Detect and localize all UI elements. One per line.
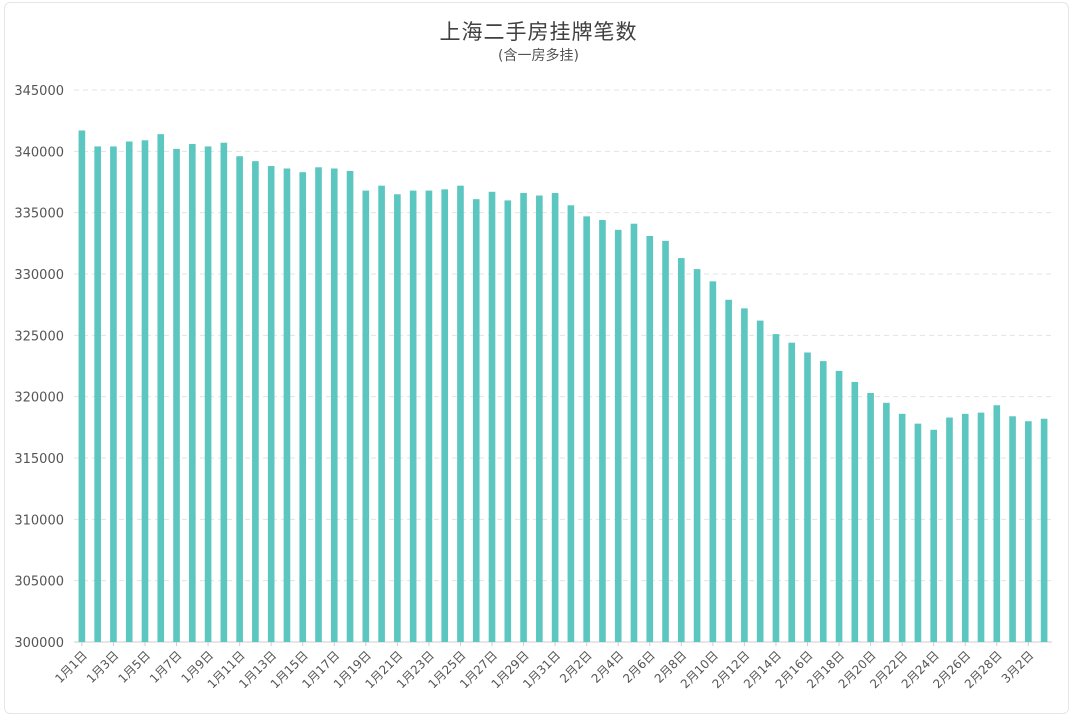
chart-subtitle: (含一房多挂) <box>498 48 579 64</box>
y-tick-label: 310000 <box>14 513 64 528</box>
bar <box>441 189 449 643</box>
bar <box>961 413 969 642</box>
bar <box>173 148 180 642</box>
y-tick-label: 345000 <box>14 84 64 99</box>
bar <box>299 172 307 643</box>
bar <box>835 370 843 642</box>
bar <box>599 220 606 642</box>
y-tick-label: 335000 <box>14 207 64 222</box>
x-tick-label: 1月7日 <box>147 648 185 686</box>
x-tick-label: 2月4日 <box>589 648 627 686</box>
bar <box>788 342 796 642</box>
bar <box>94 146 101 642</box>
bar <box>993 405 1001 642</box>
bar <box>883 402 890 642</box>
x-tick-label: 2月2日 <box>557 648 595 686</box>
y-tick-label: 340000 <box>14 145 64 160</box>
bar <box>472 199 480 642</box>
bar <box>157 134 165 642</box>
bar <box>914 423 922 642</box>
bar <box>930 429 938 642</box>
y-tick-label: 330000 <box>14 268 64 283</box>
bar <box>504 200 512 642</box>
bar <box>946 417 953 642</box>
y-tick-label: 320000 <box>14 391 64 406</box>
bars <box>78 130 1048 643</box>
bar <box>819 361 827 642</box>
bar <box>709 281 717 642</box>
bar <box>867 392 874 642</box>
bar <box>520 193 527 643</box>
bar <box>457 185 464 642</box>
bar <box>188 143 196 642</box>
bar <box>741 308 748 642</box>
bar <box>378 185 385 642</box>
bar <box>898 413 906 642</box>
bar <box>394 194 401 642</box>
bar <box>677 258 685 642</box>
y-tick-label: 325000 <box>14 329 64 344</box>
bar <box>283 168 291 643</box>
x-tick-label: 2月6日 <box>620 648 658 686</box>
x-tick-label: 1月5日 <box>115 648 153 686</box>
bar <box>236 156 243 643</box>
x-tick-label: 1月1日 <box>52 648 90 686</box>
bar <box>567 205 575 642</box>
y-tick-label: 300000 <box>14 636 64 651</box>
bar <box>315 167 322 642</box>
bar <box>1040 418 1048 642</box>
bar <box>772 334 780 642</box>
y-tick-label: 305000 <box>14 575 64 590</box>
bar <box>204 146 212 642</box>
bar <box>346 170 354 642</box>
x-tick-label: 3月2日 <box>999 648 1037 686</box>
bar <box>536 195 543 642</box>
bar <box>141 140 149 642</box>
bar <box>646 235 654 642</box>
bar <box>220 142 228 642</box>
bar <box>362 190 370 642</box>
bar <box>756 320 764 642</box>
bar <box>409 190 417 642</box>
bar <box>252 161 259 642</box>
bar <box>488 191 496 642</box>
bar <box>614 229 622 642</box>
bar <box>78 130 86 643</box>
bar <box>1025 421 1032 642</box>
bar <box>662 240 669 642</box>
bar <box>725 299 732 642</box>
bar <box>977 412 985 642</box>
y-axis: 300000 305000 310000 315000 320000 325000 3300… <box>14 84 64 651</box>
x-axis: 1月1日1月3日1月5日1月7日1月9日1月11日1月13日1月15日1月17日… <box>52 642 1036 691</box>
bar <box>851 381 859 642</box>
bar <box>804 352 811 642</box>
bar <box>693 269 701 642</box>
bar <box>267 166 275 642</box>
bar <box>330 168 338 643</box>
bar <box>583 216 590 642</box>
bar <box>551 193 559 643</box>
bar <box>630 223 638 642</box>
bar <box>125 141 133 642</box>
bar <box>425 190 433 642</box>
x-tick-label: 1月3日 <box>84 648 122 686</box>
bar <box>110 146 117 642</box>
bar <box>1009 416 1016 642</box>
chart-title: 上海二手房挂牌笔数 <box>439 20 638 44</box>
y-tick-label: 315000 <box>14 452 64 467</box>
